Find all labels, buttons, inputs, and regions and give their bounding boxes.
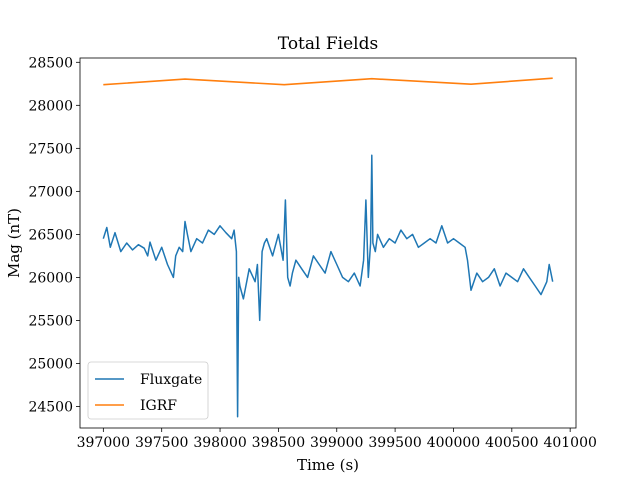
legend-label-fluxgate: Fluxgate [140,372,202,388]
legend: Fluxgate IGRF [87,361,209,420]
x-tick-label: 400500 [485,435,538,451]
y-tick-label: 24500 [28,399,73,415]
y-axis-label: Mag (nT) [5,208,23,278]
x-tick-label: 400000 [427,435,480,451]
y-tick-label: 26500 [28,227,73,243]
y-tick-label: 27500 [28,141,73,157]
y-tick-label: 28000 [28,98,73,114]
y-tick-label: 28500 [28,55,73,71]
plot-frame [79,57,577,429]
x-tick-label: 399500 [368,435,421,451]
y-tick-label: 25500 [28,313,73,329]
y-tick-label: 25000 [28,356,73,372]
x-tick-label: 399000 [310,435,363,451]
x-tick-label: 398000 [193,435,246,451]
y-tick-label: 27000 [28,184,73,200]
x-tick-label: 401000 [543,435,596,451]
series-layer [102,77,554,418]
x-tick-label: 397500 [135,435,188,451]
x-tick-label: 397000 [77,435,130,451]
y-axis: 24500 25000 25500 26000 26500 27000 27500 28000… [28,55,80,415]
legend-label-igrf: IGRF [140,398,177,414]
x-tick-label: 398500 [252,435,305,451]
chart-title: Total Fields [278,34,378,54]
series-line-fluxgate [102,154,554,418]
x-axis: 397000 397500 398000 398500 399000 399500 4000… [77,428,597,451]
y-tick-label: 26000 [28,270,73,286]
x-axis-label: Time (s) [297,456,359,474]
series-line-igrf [103,77,553,86]
